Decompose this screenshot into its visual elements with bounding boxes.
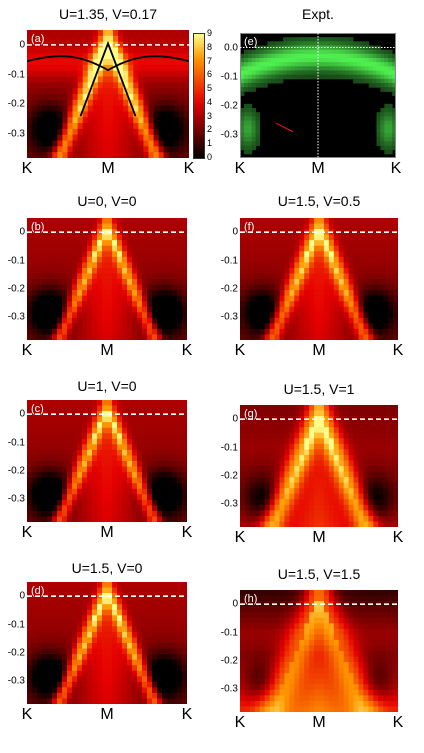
x-tick-label: K [234,529,246,546]
y-tick-label: 0.0 [224,42,238,54]
spectral-map: (g) [240,405,398,527]
y-tick-label: -0.2 [7,98,25,110]
x-tick-label: M [101,160,115,177]
y-tick-label: -0.2 [7,283,25,295]
y-tick-label: -0.1 [7,255,25,267]
x-tick-label: K [392,342,404,359]
y-tick-label: -0.2 [220,100,238,112]
y-tick-label: -0.2 [220,283,238,295]
spectral-map: (c) [27,400,187,522]
panel-label: (b) [31,221,45,233]
panel-label: (d) [31,585,45,597]
colorbar-tick-label: 6 [207,69,213,80]
y-tick-label: 0 [232,226,238,238]
colorbar-tick-label: 7 [207,55,213,66]
panel-label: (a) [31,33,45,45]
y-tick-label: -0.1 [7,619,25,631]
spectral-map: (b) [27,218,187,340]
x-tick-label: K [21,524,33,541]
y-tick-label: -0.3 [7,311,25,323]
red-marker [275,122,294,133]
x-tick-label: K [181,342,193,359]
panel-label: (c) [31,403,44,415]
panel-title: U=1.35, V=0.17 [58,6,158,22]
y-tick-label: -0.1 [220,627,238,639]
y-tick-label: -0.3 [220,129,238,141]
x-tick-label: M [100,524,114,541]
x-tick-label: K [21,160,33,177]
colorbar-tick-label: 9 [207,28,213,38]
y-tick-label: -0.3 [220,498,238,510]
colorbar-tick-label: 1 [207,138,213,149]
x-tick-label: K [392,714,404,731]
colorbar-tick-label: 0 [207,152,213,162]
panel-label: (g) [244,408,258,420]
x-tick-label: K [390,160,402,177]
y-tick-label: -0.2 [220,470,238,482]
panel-title: U=1.5, V=1.5 [277,566,361,582]
y-tick-label: -0.1 [220,71,238,83]
colorbar-tick-label: 5 [207,83,213,94]
spectral-map: (f) [240,218,398,340]
x-tick-label: K [21,706,33,723]
y-tick-label: 0 [19,39,25,51]
x-tick-label: K [392,529,404,546]
colorbar-tick-label: 3 [207,110,213,121]
y-tick-label: -0.1 [7,437,25,449]
x-tick-label: M [312,529,326,546]
colorbar-tick-label: 8 [207,41,213,52]
y-tick-label: -0.3 [7,128,25,140]
colorbar-tick-label: 2 [207,124,213,135]
colorbar [193,33,205,159]
panel-title: U=1.5, V=1 [283,381,355,397]
panel-label: (f) [244,221,255,233]
x-tick-label: K [181,706,193,723]
y-tick-label: 0 [19,408,25,420]
panel-label: (e) [244,36,258,48]
y-tick-label: -0.1 [220,255,238,267]
spectral-map: (a) [27,30,189,158]
y-tick-label: -0.2 [220,655,238,667]
panel-title: U=1.5, V=0 [71,560,143,576]
model-cone-lines [79,40,137,117]
x-tick-label: K [181,524,193,541]
x-tick-label: M [312,714,326,731]
y-tick-label: 0 [232,598,238,610]
panel-title: U=1.5, V=0.5 [277,193,361,209]
panel-title: Expt. [302,6,334,22]
y-tick-label: -0.1 [7,69,25,81]
y-tick-label: -0.3 [220,683,238,695]
y-tick-label: -0.2 [7,465,25,477]
model-band-curve [27,55,189,72]
spectral-map: (e) [240,33,396,158]
x-tick-label: K [21,342,33,359]
panel-title: U=0, V=0 [77,193,137,209]
x-tick-label: M [312,342,326,359]
y-tick-label: -0.3 [7,493,25,505]
colorbar-tick-label: 4 [207,96,213,107]
x-tick-label: K [234,714,246,731]
y-tick-label: 0 [232,413,238,425]
y-tick-label: 0 [19,590,25,602]
spectral-map: (d) [27,582,187,704]
y-tick-label: 0 [19,226,25,238]
panel-label: (h) [244,593,258,605]
y-tick-label: -0.3 [7,675,25,687]
x-tick-label: K [234,342,246,359]
x-tick-label: K [183,160,195,177]
panel-title: U=1, V=0 [77,378,137,394]
y-tick-label: -0.3 [220,311,238,323]
spectral-map: (h) [240,590,398,712]
y-tick-label: -0.1 [220,442,238,454]
x-tick-label: K [234,160,246,177]
y-tick-label: -0.2 [7,647,25,659]
x-tick-label: M [311,160,325,177]
x-tick-label: M [100,342,114,359]
x-tick-label: M [100,706,114,723]
